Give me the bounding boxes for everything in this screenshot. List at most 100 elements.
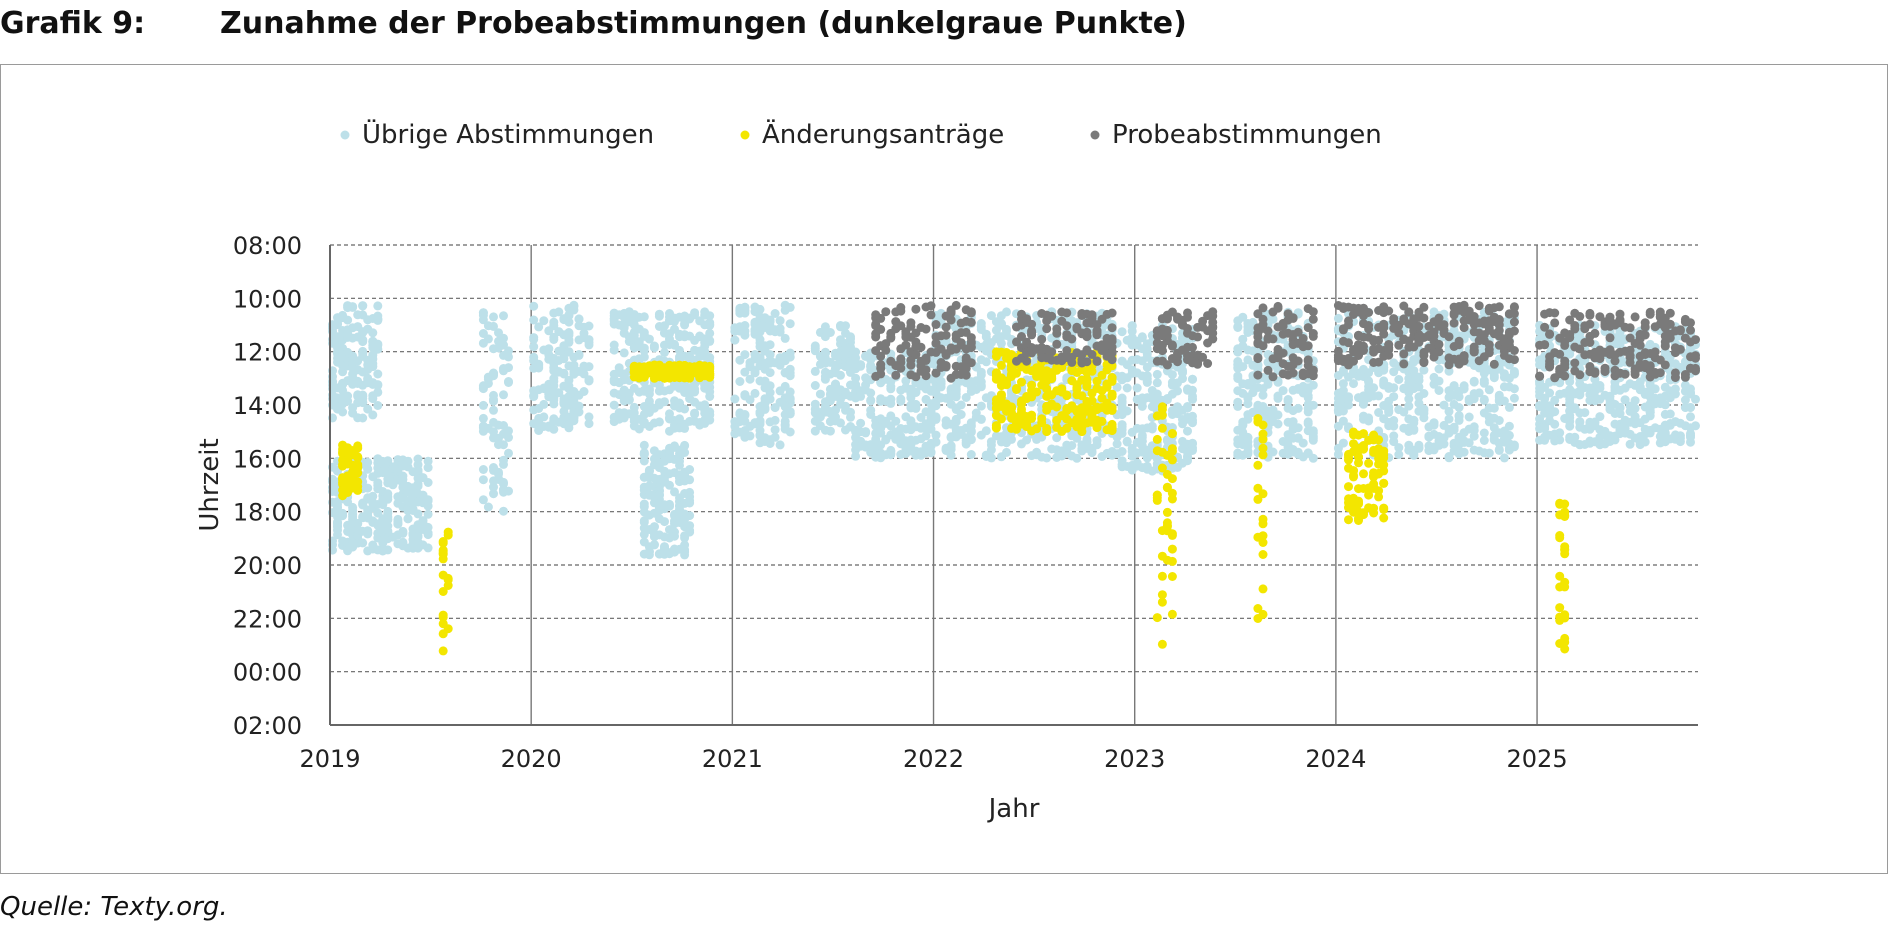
data-point [876, 324, 886, 334]
data-point [1152, 378, 1162, 388]
data-point [660, 517, 669, 527]
data-point [1253, 360, 1263, 370]
data-point [1615, 402, 1625, 412]
data-point [1162, 331, 1172, 341]
data-point [1509, 384, 1519, 394]
data-point [841, 321, 850, 331]
data-point [1052, 339, 1062, 349]
data-point [1344, 400, 1353, 410]
data-point [1162, 518, 1172, 528]
data-point [1082, 437, 1092, 447]
data-point [740, 411, 750, 420]
data-point [1258, 443, 1268, 453]
data-point [1394, 375, 1404, 384]
data-point [780, 333, 790, 343]
data-point [1188, 446, 1197, 455]
data-point [438, 646, 448, 656]
data-point [1364, 324, 1374, 334]
data-point [629, 331, 639, 341]
data-point [705, 328, 715, 338]
data-point [946, 315, 956, 325]
data-point [1178, 367, 1187, 377]
data-point [1369, 508, 1379, 518]
data-point [1107, 373, 1117, 383]
data-point [931, 401, 941, 411]
data-point [1157, 423, 1167, 433]
data-point [1439, 320, 1449, 330]
data-point [1188, 385, 1197, 395]
data-point [1469, 426, 1479, 435]
data-point [1112, 439, 1122, 449]
data-point [815, 389, 825, 399]
data-point [1107, 337, 1117, 346]
data-point [1379, 319, 1389, 329]
data-point [785, 371, 795, 381]
data-point [363, 404, 373, 414]
data-point [1273, 419, 1283, 429]
data-point [1550, 407, 1560, 417]
data-point [1193, 332, 1203, 342]
data-point [343, 396, 353, 406]
data-point [1233, 401, 1243, 411]
data-point [1489, 359, 1499, 369]
data-point [785, 364, 795, 374]
data-point [1691, 363, 1700, 373]
data-point [906, 318, 916, 328]
data-point [413, 531, 423, 541]
data-point [1107, 391, 1117, 401]
data-point [1399, 359, 1409, 369]
data-point [333, 519, 342, 528]
y-tick-label: 14:00 [233, 392, 302, 420]
data-point [946, 441, 956, 451]
data-point [1243, 399, 1253, 409]
data-point [1082, 374, 1092, 384]
data-point [1665, 308, 1675, 318]
data-point [619, 348, 629, 358]
data-point [705, 410, 715, 420]
y-tick-label: 12:00 [233, 339, 302, 367]
data-point [901, 376, 911, 386]
legend-marker [740, 130, 750, 140]
data-point [504, 448, 513, 458]
data-point [363, 464, 373, 474]
data-point [494, 469, 503, 479]
data-point [745, 395, 755, 405]
data-point [1268, 314, 1278, 324]
data-point [1258, 434, 1268, 444]
data-point [629, 408, 639, 418]
data-point [765, 394, 775, 404]
data-point [675, 456, 684, 466]
data-point [1203, 359, 1213, 368]
data-point [1127, 321, 1137, 331]
data-point [1570, 358, 1580, 368]
data-point [1354, 497, 1363, 507]
data-point [1298, 334, 1308, 343]
data-point [1147, 424, 1157, 434]
data-point [584, 376, 594, 386]
data-point [941, 337, 951, 347]
data-point [1157, 571, 1167, 581]
data-point [1434, 386, 1444, 395]
data-point [1640, 437, 1650, 447]
data-point [660, 348, 669, 357]
data-point [413, 454, 423, 464]
data-point [478, 475, 488, 485]
data-point [966, 317, 976, 327]
data-point [785, 427, 795, 437]
data-point [770, 309, 780, 318]
data-point [675, 398, 684, 408]
data-point [358, 301, 368, 311]
data-point [1092, 356, 1102, 366]
legend-item-1: Übrige Abstimmungen [340, 118, 654, 150]
data-point [1509, 442, 1519, 452]
data-point [1308, 329, 1318, 338]
data-point [1570, 324, 1580, 334]
data-point [1308, 453, 1318, 463]
data-point [1117, 456, 1127, 466]
data-point [1585, 310, 1595, 320]
data-point [644, 334, 654, 344]
data-point [1037, 334, 1047, 344]
data-point [403, 456, 413, 466]
data-point [1434, 347, 1444, 357]
